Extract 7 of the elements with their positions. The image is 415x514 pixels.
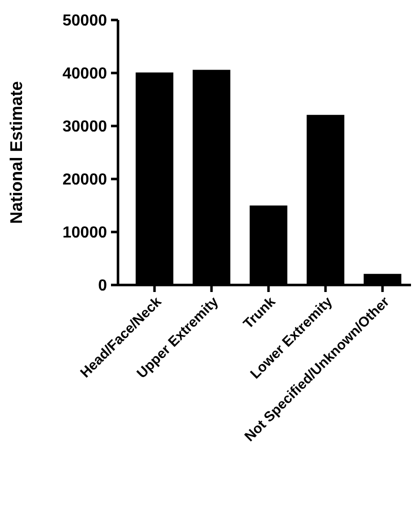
y-tick-label: 10000 — [62, 224, 108, 242]
y-tick-label: 40000 — [62, 66, 108, 83]
y-tick-label: 30000 — [62, 118, 108, 136]
y-tick-label: 50000 — [62, 12, 108, 30]
y-axis-title: National Estimate — [7, 81, 26, 224]
y-tick-label: 20000 — [62, 172, 108, 189]
y-tick-label: 0 — [98, 278, 108, 295]
